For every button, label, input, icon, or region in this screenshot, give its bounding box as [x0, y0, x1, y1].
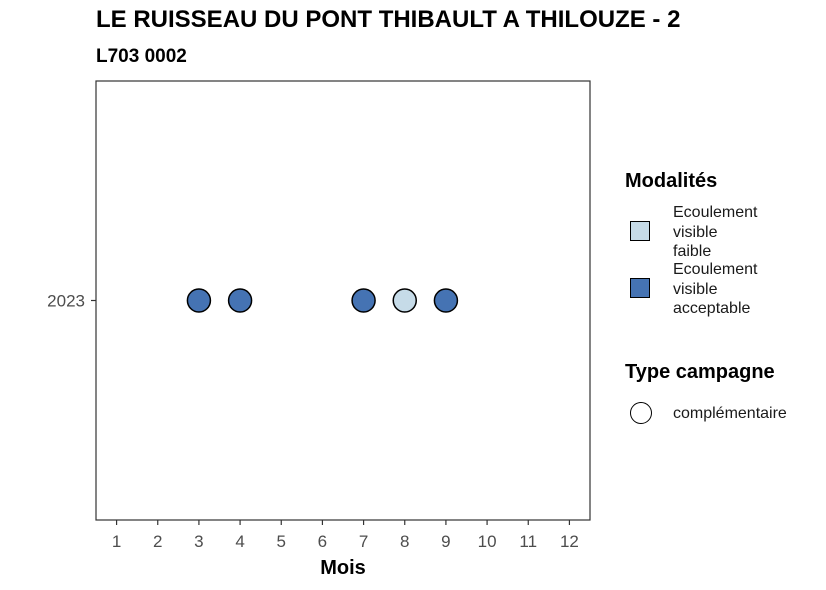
- x-tick-label: 6: [318, 532, 327, 551]
- legend-label-line: Ecoulement: [673, 261, 758, 278]
- circle-outline-icon: [630, 402, 652, 424]
- x-tick-label: 4: [235, 532, 244, 551]
- x-axis-title: Mois: [320, 557, 366, 579]
- x-tick-label: 9: [441, 532, 450, 551]
- legend-swatch-faible: [630, 221, 650, 241]
- data-point: [186, 288, 212, 313]
- chart-subtitle: L703 0002: [96, 46, 187, 67]
- legend-item-faible: [630, 221, 650, 241]
- legend-label-line: acceptable: [673, 300, 751, 317]
- legend-item-acceptable: [630, 278, 650, 298]
- y-tick-label: 2023: [47, 292, 85, 311]
- legend-label-acceptable: Ecoulement visible acceptable: [673, 260, 758, 319]
- data-point: [227, 288, 253, 313]
- x-tick-label: 11: [519, 532, 537, 551]
- legend-label-line: visible: [673, 223, 718, 241]
- x-tick-label: 7: [359, 532, 368, 551]
- data-point: [351, 288, 376, 313]
- x-tick-label: 2: [153, 532, 162, 551]
- data-point: [433, 288, 459, 313]
- x-tick-label: 3: [194, 532, 203, 551]
- x-tick-label: 10: [478, 532, 497, 551]
- data-point: [392, 288, 417, 313]
- chart-title: LE RUISSEAU DU PONT THIBAULT A THILOUZE …: [96, 6, 681, 33]
- x-tick-label: 8: [400, 532, 409, 551]
- legend-title-modalites: Modalités: [625, 170, 718, 192]
- legend-label-line: Ecoulement: [673, 204, 758, 221]
- legend-item-complementaire: [630, 402, 652, 424]
- legend-label-line: faible: [673, 243, 712, 260]
- plot-panel-border: [95, 80, 591, 521]
- x-tick-label: 1: [112, 532, 121, 551]
- x-tick-label: 5: [277, 532, 286, 551]
- legend-label-complementaire: complémentaire: [673, 405, 787, 422]
- legend-label-faible: Ecoulement visible faible: [673, 203, 758, 262]
- x-tick-label: 12: [560, 532, 579, 551]
- legend-swatch-acceptable: [630, 278, 650, 298]
- legend-label-line: visible: [673, 280, 718, 298]
- legend-title-campagne: Type campagne: [625, 361, 775, 383]
